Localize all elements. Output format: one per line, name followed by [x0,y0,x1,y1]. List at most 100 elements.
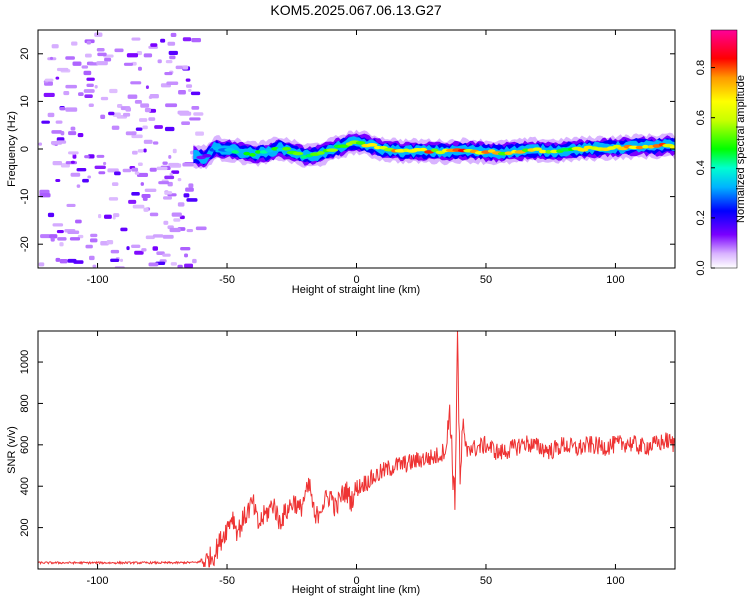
noise-blob [72,154,77,159]
noise-blob [154,125,163,129]
noise-blob [94,165,106,169]
noise-blob [60,131,65,136]
noise-blob [165,103,178,108]
snr-x-ticks: -100 -50 0 50 100 [87,331,625,587]
noise-blob [195,226,207,231]
noise-blob [110,249,120,254]
noise-blob [103,161,107,166]
noise-blob [43,92,55,98]
noise-blob [183,193,190,198]
noise-blob [83,70,92,76]
noise-blob [164,175,175,180]
noise-blob [192,258,197,264]
colorbar-tick-label: 0.0 [695,260,707,275]
noise-blob [50,141,63,145]
noise-blob [94,32,103,37]
noise-blob [119,258,124,262]
noise-blob [168,50,178,55]
noise-blob [111,182,119,187]
noise-blob [128,199,137,204]
noise-blob [162,234,174,239]
noise-blob [182,65,189,70]
noise-blob [100,96,109,101]
ridge-cell [202,153,212,158]
noise-blob [149,167,157,172]
noise-blob [190,91,201,96]
noise-blob [150,43,158,47]
snr-data [38,331,675,568]
noise-blob [41,120,50,124]
noise-blob [83,89,95,93]
noise-blob [72,61,82,66]
noise-blob [168,162,180,167]
noise-blob [177,202,185,207]
ridge-cell [282,146,292,151]
noise-blob [113,213,120,218]
noise-blob [125,131,137,136]
ridge-cell [419,147,428,152]
noise-blob [111,125,120,130]
y-tick-label: 10 [19,95,31,107]
noise-blob [134,250,144,255]
noise-blob [108,197,119,201]
noise-blob [59,242,64,247]
noise-blob [137,162,143,167]
noise-blob [137,66,142,71]
noise-blob [63,91,70,96]
noise-blob [85,244,93,249]
noise-blob [86,83,94,87]
noise-blob [89,62,99,66]
noise-blob [39,189,50,195]
spectrogram-y-ticks: -20 -10 0 10 20 [19,48,675,252]
x-tick-label: 50 [480,575,492,587]
noise-blob [57,237,67,241]
noise-blob [137,149,144,153]
noise-blob [164,191,173,195]
y-tick-label: -10 [19,189,31,205]
noise-blob [123,112,131,117]
noise-blob [52,161,63,166]
spectrogram-x-axis-label: Height of straight line (km) [292,284,420,296]
noise-blob [163,196,172,200]
noise-blob [77,132,84,138]
y-tick-label: -20 [19,236,31,252]
noise-blob [185,187,194,192]
noise-blob [186,198,198,202]
noise-blob [169,227,181,233]
noise-blob [65,84,77,89]
noise-blob [182,37,192,42]
noise-blob [163,220,169,225]
noise-blob [180,247,191,251]
noise-blob [195,131,204,136]
noise-blob [88,103,94,107]
ridge-cell [255,150,262,154]
noise-blob [185,78,191,82]
noise-blob [131,134,143,139]
spectrogram-y-axis-label: Frequency (Hz) [6,111,18,187]
noise-blob [86,40,92,45]
noise-blob [55,257,61,262]
noise-blob [55,76,60,80]
noise-blob [56,67,69,72]
noise-blob [177,178,182,182]
noise-blob [142,125,148,130]
noise-blob [193,112,204,116]
noise-blob [109,88,118,94]
noise-blob [162,161,168,165]
noise-blob [52,223,64,227]
noise-blob [47,212,55,218]
noise-blob [98,171,106,175]
noise-blob [51,44,59,49]
noise-blob [152,234,164,238]
ridge-cell [337,144,350,148]
noise-blob [126,53,139,58]
noise-blob [169,55,176,60]
noise-blob [152,246,158,251]
noise-blob [50,237,55,242]
ridge-cell [545,149,552,154]
ridge-cell [577,148,589,152]
noise-blob [49,234,58,239]
noise-blob [78,92,84,97]
